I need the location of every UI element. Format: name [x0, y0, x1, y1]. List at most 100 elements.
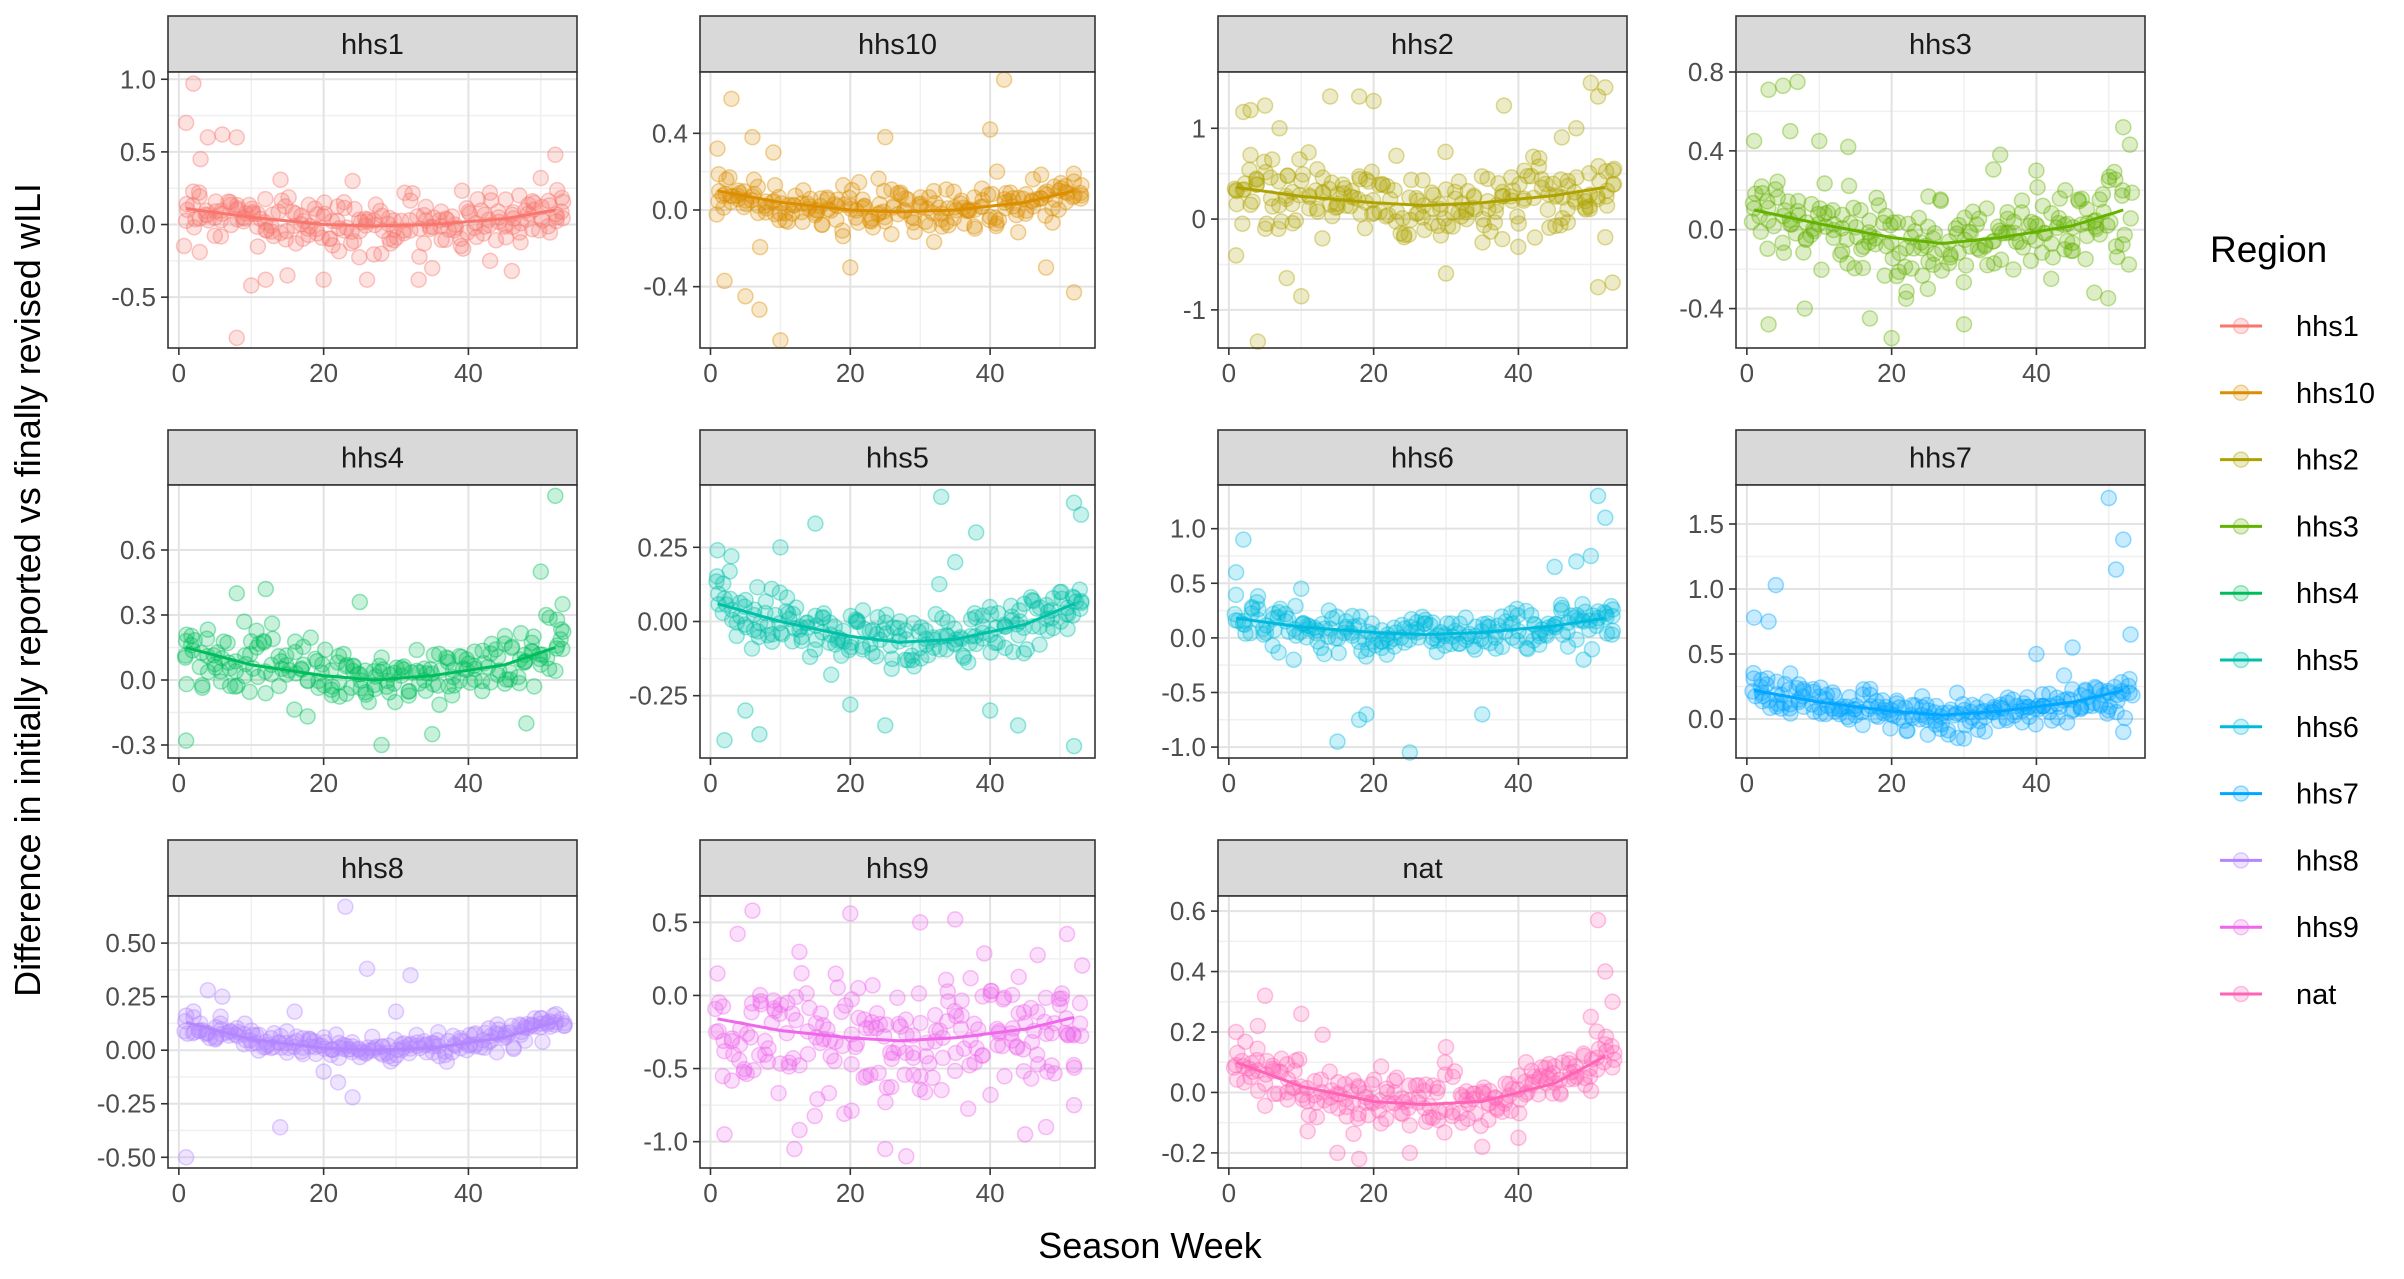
data-point	[1884, 249, 1902, 267]
legend-item-nat: nat	[2220, 979, 2336, 1011]
data-point	[411, 248, 428, 265]
data-point	[1452, 208, 1470, 225]
data-point	[1227, 586, 1245, 604]
y-tick-label: -0.25	[97, 1089, 156, 1119]
data-point	[460, 203, 477, 220]
data-point	[381, 230, 398, 248]
data-point	[286, 1003, 303, 1020]
data-point	[277, 231, 294, 248]
data-point	[2078, 201, 2096, 218]
data-point	[1926, 245, 1943, 263]
data-point	[342, 235, 360, 252]
data-point	[841, 189, 858, 207]
data-point	[503, 639, 521, 657]
data-point	[1813, 261, 1830, 278]
data-point	[911, 914, 929, 931]
data-point	[1430, 217, 1447, 235]
legend-label: hhs1	[2296, 311, 2359, 343]
data-point	[402, 966, 419, 984]
data-point	[255, 632, 272, 650]
data-point	[1010, 968, 1027, 986]
data-point	[1533, 170, 1550, 188]
data-point	[487, 641, 504, 658]
data-point	[2029, 179, 2046, 196]
data-point	[1797, 230, 1815, 247]
data-point	[1285, 651, 1302, 669]
data-point	[1942, 249, 1959, 266]
data-point	[525, 628, 542, 645]
x-tick-label: 40	[2022, 768, 2051, 798]
data-point	[709, 140, 726, 157]
data-point	[1519, 167, 1536, 185]
data-point	[429, 677, 447, 694]
data-point	[1244, 193, 1261, 210]
data-point	[372, 202, 389, 220]
data-point	[1031, 636, 1048, 653]
data-point	[255, 634, 273, 651]
data-point	[1258, 215, 1275, 233]
data-point	[1459, 182, 1477, 200]
data-point	[1760, 316, 1777, 333]
legend-key-point	[2232, 785, 2250, 802]
data-point	[1495, 97, 1513, 114]
data-point	[2064, 242, 2082, 260]
data-point	[876, 213, 894, 230]
data-point	[1956, 209, 1973, 227]
legend-item-hhs6: hhs6	[2220, 712, 2359, 744]
data-point	[1473, 168, 1491, 185]
data-point	[723, 547, 740, 565]
data-point	[329, 198, 346, 215]
data-point	[177, 114, 195, 132]
data-point	[1414, 209, 1431, 226]
data-point	[2120, 256, 2138, 273]
facet-title: hhs2	[1391, 29, 1454, 61]
data-point	[889, 989, 906, 1007]
data-point	[300, 196, 318, 214]
data-point	[273, 192, 291, 209]
data-point	[417, 198, 435, 216]
data-point	[1582, 547, 1600, 565]
data-point	[1058, 925, 1076, 943]
data-point	[1758, 193, 1776, 210]
data-point	[191, 243, 209, 261]
data-point	[1494, 230, 1511, 248]
data-point	[1598, 188, 1615, 205]
data-point	[1803, 195, 1820, 213]
data-point	[321, 230, 339, 247]
data-point	[187, 210, 204, 228]
data-point	[2028, 162, 2045, 179]
y-tick-label: -0.2	[1161, 1138, 1206, 1168]
data-point	[1524, 148, 1542, 165]
data-point	[1050, 201, 1067, 218]
data-point	[1450, 173, 1468, 190]
data-point	[235, 613, 253, 630]
data-point	[870, 170, 887, 187]
data-point	[451, 672, 469, 689]
data-point	[822, 666, 840, 683]
data-point	[1314, 169, 1332, 186]
data-point	[1423, 184, 1441, 201]
data-point	[503, 262, 521, 280]
data-point	[834, 177, 852, 194]
data-point	[1782, 122, 1799, 140]
data-point	[1356, 219, 1374, 237]
data-point	[387, 1003, 405, 1020]
data-point	[1071, 994, 1089, 1012]
facet-strip	[1217, 15, 1628, 73]
data-point	[1752, 223, 1770, 240]
x-tick-label: 40	[976, 1178, 1005, 1208]
data-point	[191, 188, 208, 205]
data-point	[554, 595, 571, 613]
data-point	[371, 657, 388, 675]
data-point	[1559, 214, 1577, 231]
data-point	[539, 218, 557, 235]
data-point	[1444, 1068, 1461, 1086]
data-point	[1401, 1144, 1419, 1162]
data-point	[1490, 175, 1507, 192]
data-point	[981, 702, 999, 719]
data-point	[1392, 225, 1409, 242]
data-point	[1568, 169, 1585, 186]
data-point	[473, 202, 490, 219]
data-point	[877, 1093, 894, 1111]
data-point	[1947, 220, 1965, 237]
